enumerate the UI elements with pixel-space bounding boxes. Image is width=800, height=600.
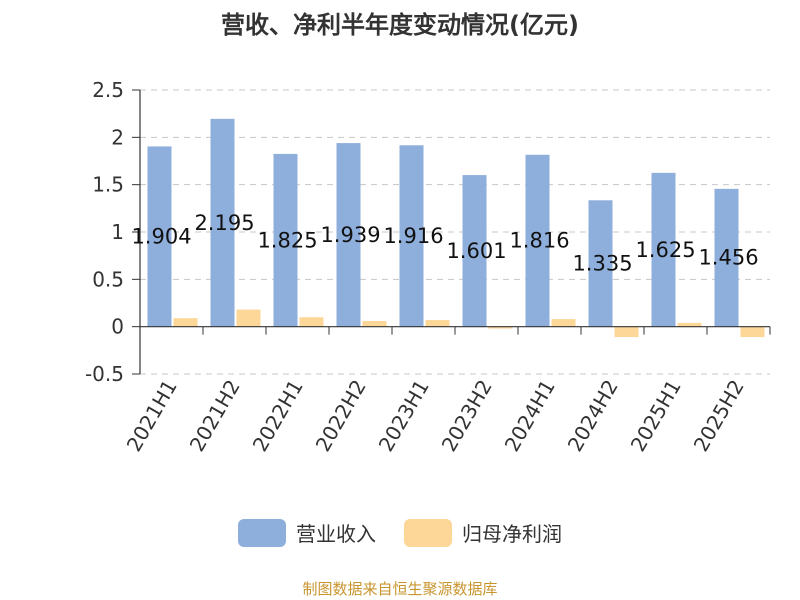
x-tick-label: 2023H2 bbox=[437, 376, 497, 456]
bar-revenue bbox=[525, 154, 550, 327]
legend-label-net-profit: 归母净利润 bbox=[462, 522, 562, 546]
bar-net-profit bbox=[551, 319, 576, 327]
bar-revenue bbox=[210, 118, 235, 327]
y-tick-label: 1.5 bbox=[92, 173, 124, 197]
x-tick-label: 2022H1 bbox=[248, 376, 308, 456]
bar-revenue bbox=[651, 172, 676, 327]
legend-swatch-net-profit bbox=[404, 518, 452, 547]
data-label-revenue: 1.825 bbox=[257, 228, 317, 252]
bar-revenue bbox=[147, 146, 172, 327]
x-tick-label: 2024H2 bbox=[563, 376, 623, 456]
data-label-revenue: 1.335 bbox=[572, 251, 632, 275]
x-tick-label: 2022H2 bbox=[311, 376, 371, 456]
data-label-revenue: 1.939 bbox=[320, 223, 380, 247]
data-label-revenue: 1.601 bbox=[446, 239, 506, 263]
x-tick-label: 2023H1 bbox=[374, 376, 434, 456]
x-tick-label: 2021H1 bbox=[122, 376, 182, 456]
legend-item-net-profit[interactable]: 归母净利润 bbox=[404, 518, 562, 547]
bar-net-profit bbox=[362, 320, 387, 327]
chart-title: 营收、净利半年度变动情况(亿元) bbox=[221, 11, 579, 39]
legend-item-revenue[interactable]: 营业收入 bbox=[238, 518, 376, 547]
legend-swatch-revenue bbox=[238, 518, 286, 547]
source-note: 制图数据来自恒生聚源数据库 bbox=[302, 580, 498, 598]
y-tick-label: 0 bbox=[111, 315, 124, 339]
y-tick-label: -0.5 bbox=[85, 362, 124, 386]
bar-net-profit bbox=[740, 326, 765, 338]
bar-revenue bbox=[588, 200, 613, 327]
bar-net-profit bbox=[614, 326, 639, 338]
bar-net-profit bbox=[488, 326, 513, 329]
bar-revenue bbox=[399, 145, 424, 327]
data-label-revenue: 1.816 bbox=[509, 229, 569, 253]
data-label-revenue: 2.195 bbox=[194, 211, 254, 235]
x-tick-label: 2024H1 bbox=[500, 376, 560, 456]
bar-revenue bbox=[714, 188, 739, 327]
data-label-revenue: 1.916 bbox=[383, 224, 443, 248]
bar-net-profit bbox=[425, 320, 450, 327]
data-label-revenue: 1.456 bbox=[698, 246, 758, 270]
x-tick-label: 2025H2 bbox=[689, 376, 749, 456]
y-tick-label: 2.5 bbox=[92, 78, 124, 102]
bar-net-profit bbox=[236, 309, 261, 327]
bar-revenue bbox=[273, 153, 298, 327]
bar-net-profit bbox=[173, 318, 198, 327]
y-tick-label: 0.5 bbox=[92, 267, 124, 291]
data-label-revenue: 1.904 bbox=[131, 225, 191, 249]
bar-net-profit bbox=[299, 317, 324, 327]
y-tick-label: 1 bbox=[111, 220, 124, 244]
data-label-revenue: 1.625 bbox=[635, 238, 695, 262]
legend-label-revenue: 营业收入 bbox=[296, 522, 376, 546]
y-tick-label: 2 bbox=[111, 125, 124, 149]
x-tick-label: 2025H1 bbox=[626, 376, 686, 456]
x-tick-label: 2021H2 bbox=[185, 376, 245, 456]
legend: 营业收入 归母净利润 bbox=[0, 518, 800, 547]
bar-revenue bbox=[462, 175, 487, 327]
bar-revenue bbox=[336, 143, 361, 327]
bar-net-profit bbox=[677, 322, 702, 327]
